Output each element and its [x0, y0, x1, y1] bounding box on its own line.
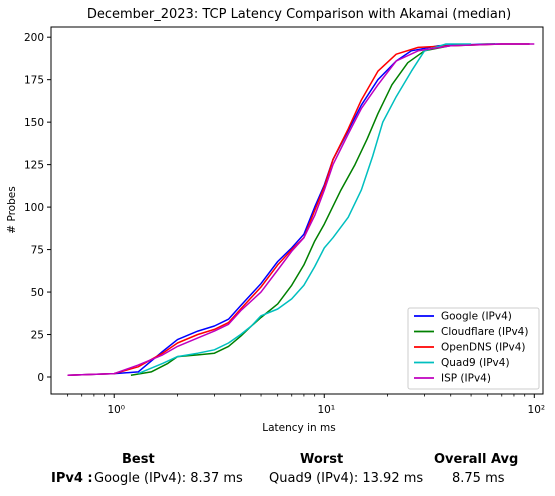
legend-box [407, 307, 540, 390]
x-tick-label-1: 10⁰ [107, 404, 125, 416]
legend-label-2: OpenDNS (IPv4) [441, 342, 526, 354]
overall-avg-header: Overall Avg [434, 452, 519, 467]
chart-title: December_2023: TCP Latency Comparison wi… [87, 7, 511, 22]
legend-label-1: Cloudflare (IPv4) [441, 326, 528, 338]
best-header: Best [122, 452, 155, 467]
y-tick-label-200: 200 [24, 32, 44, 44]
plot-frame [50, 26, 544, 395]
y-tick-label-25: 25 [31, 330, 44, 342]
y-tick-label-100: 100 [24, 202, 44, 214]
best-value: Google (IPv4): 8.37 ms [94, 471, 243, 486]
y-tick-label-150: 150 [24, 117, 44, 129]
x-tick-label-10: 10¹ [317, 404, 335, 416]
y-axis-label: # Probes [6, 186, 18, 233]
y-tick-label-75: 75 [31, 245, 44, 257]
latency-chart: December_2023: TCP Latency Comparison wi… [6, 7, 545, 434]
series-lines [67, 43, 535, 377]
series-line-3 [137, 43, 472, 375]
worst-header: Worst [300, 452, 344, 467]
legend: Google (IPv4) Cloudflare (IPv4) OpenDNS (I… [407, 307, 540, 390]
legend-label-0: Google (IPv4) [441, 311, 512, 323]
worst-value: Quad9 (IPv4): 13.92 ms [269, 471, 424, 486]
legend-label-4: ISP (IPv4) [441, 373, 491, 385]
series-line-4 [67, 43, 535, 377]
x-axis-label: Latency in ms [262, 422, 335, 434]
legend-label-3: Quad9 (IPv4) [441, 357, 510, 369]
x-tick-label-100: 10² [528, 404, 546, 416]
y-tick-label-0: 0 [37, 372, 44, 384]
y-tick-label-125: 125 [24, 160, 44, 172]
overall-avg-value: 8.75 ms [452, 471, 505, 486]
y-tick-label-50: 50 [31, 287, 44, 299]
series-line-1 [130, 43, 496, 377]
axis-ticks: 0 25 50 75 100 125 150 175 200 10⁰ 10¹ 10² [24, 32, 545, 416]
y-tick-label-175: 175 [24, 75, 44, 87]
row-label-ipv4: IPv4 : [51, 471, 93, 486]
